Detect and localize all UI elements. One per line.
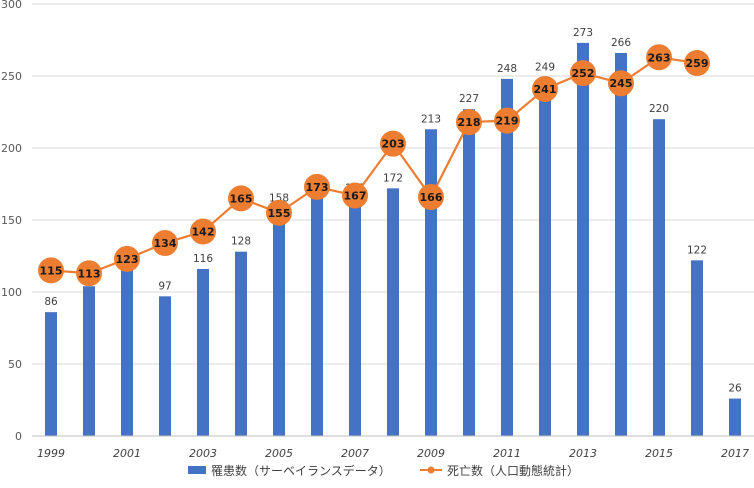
y-tick-label: 250 — [1, 70, 22, 83]
x-tick-label: 2007 — [341, 447, 369, 460]
bar — [273, 208, 285, 436]
bar — [197, 268, 209, 436]
legend-bar-swatch — [188, 466, 206, 474]
bar-value-label: 172 — [383, 172, 403, 184]
line-marker — [342, 182, 368, 209]
bar — [425, 129, 437, 436]
line-marker — [190, 218, 216, 245]
y-tick-label: 150 — [1, 214, 22, 227]
line-marker — [570, 60, 596, 87]
bar-value-label: 26 — [728, 383, 742, 395]
line-marker — [76, 260, 102, 287]
line-value-label: 263 — [648, 51, 671, 64]
bar-value-label: 227 — [459, 93, 479, 105]
line-series: 115 113 123 134 142 165 155 173 167 203 166 218 219 2… — [38, 44, 710, 287]
legend-bar-label: 罹患数（サーベイランスデータ） — [211, 463, 391, 478]
line-marker — [532, 75, 558, 102]
bar-value-label: 266 — [611, 37, 631, 49]
line-marker — [304, 173, 330, 200]
y-tick-label: 0 — [15, 430, 22, 443]
legend-line-label: 死亡数（人口動態統計） — [447, 463, 579, 478]
line-marker — [380, 130, 406, 157]
y-axis: 0 50 100 150 200 250 300 — [1, 0, 22, 443]
line-marker — [38, 257, 64, 284]
line-marker — [684, 50, 710, 77]
line-marker — [152, 230, 178, 257]
line-value-label: 155 — [268, 207, 291, 220]
x-tick-label: 2015 — [645, 447, 673, 460]
legend: 罹患数（サーベイランスデータ） 死亡数（人口動態統計） — [188, 463, 579, 478]
x-axis: 1999 2001 2003 2005 2007 2009 2011 2013 2015 2017 — [37, 447, 749, 460]
bar — [615, 52, 627, 437]
x-tick-label: 2001 — [113, 447, 141, 460]
line-value-label: 259 — [686, 57, 709, 70]
bar-value-label: 248 — [497, 63, 517, 75]
line-value-label: 123 — [116, 253, 139, 266]
bar-series — [45, 42, 741, 437]
line-value-label: 203 — [382, 138, 405, 151]
line-value-label: 134 — [154, 237, 177, 250]
y-tick-label: 300 — [1, 0, 22, 11]
bar-value-label: 249 — [535, 61, 555, 73]
bar-value-label: 86 — [44, 296, 58, 308]
line-value-label: 173 — [306, 181, 329, 194]
line-marker — [646, 44, 672, 71]
bar — [539, 77, 551, 436]
bar — [45, 312, 57, 436]
bar — [577, 42, 589, 436]
line-value-label: 113 — [78, 267, 101, 280]
bar — [691, 260, 703, 436]
bar — [159, 296, 171, 436]
line-value-label: 142 — [192, 226, 215, 239]
bar — [729, 398, 741, 436]
bar-value-label: 273 — [573, 27, 593, 39]
line-value-label: 167 — [344, 190, 367, 203]
bar-value-label: 116 — [193, 253, 213, 265]
line-marker — [494, 107, 520, 134]
bar — [501, 78, 513, 436]
line-value-label: 166 — [420, 191, 443, 204]
line-value-label: 245 — [610, 77, 633, 90]
x-tick-label: 2005 — [265, 447, 293, 460]
line-value-label: 252 — [572, 67, 595, 80]
y-tick-label: 200 — [1, 142, 22, 155]
bar — [463, 109, 475, 437]
line-marker — [418, 183, 444, 210]
y-tick-label: 50 — [8, 358, 22, 371]
bar-value-label: 213 — [421, 113, 441, 125]
bar — [653, 119, 665, 436]
x-tick-label: 2013 — [569, 447, 597, 460]
x-tick-label: 1999 — [37, 447, 65, 460]
line-marker — [456, 109, 482, 136]
bar — [235, 251, 247, 436]
line-marker — [114, 245, 140, 272]
line-value-label: 218 — [458, 116, 481, 129]
line-value-label: 241 — [534, 83, 557, 96]
bar-value-label: 97 — [158, 280, 171, 292]
line-marker — [228, 185, 254, 212]
x-tick-label: 2009 — [417, 447, 445, 460]
line-value-label: 165 — [230, 192, 253, 205]
bar-value-label: 122 — [687, 244, 707, 256]
bar — [83, 286, 95, 436]
x-tick-label: 2011 — [493, 447, 521, 460]
bar — [121, 270, 133, 436]
line-marker — [608, 70, 634, 97]
line-marker — [266, 199, 292, 226]
bar-value-label: 220 — [649, 103, 669, 115]
bar — [349, 198, 361, 436]
bar-value-label: 128 — [231, 236, 251, 248]
x-tick-label: 2017 — [721, 447, 749, 460]
bar — [387, 188, 399, 436]
x-tick-label: 2003 — [189, 447, 217, 460]
line-value-label: 115 — [40, 264, 63, 277]
y-tick-label: 100 — [1, 286, 22, 299]
legend-line-marker — [427, 466, 435, 474]
bar — [311, 195, 323, 436]
line-value-label: 219 — [496, 115, 519, 128]
series-line — [50, 56, 698, 275]
